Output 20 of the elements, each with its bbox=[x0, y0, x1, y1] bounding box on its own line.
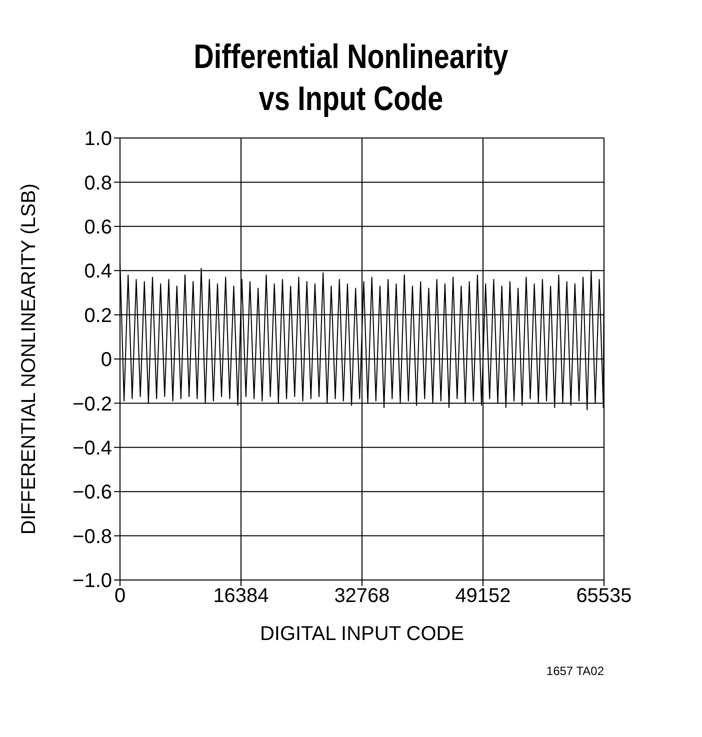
x-tick-label: 32768 bbox=[334, 585, 390, 608]
y-tick-label: −1.0 bbox=[72, 570, 112, 592]
y-tick-label: 0.4 bbox=[84, 260, 112, 283]
y-tick-label: −0.6 bbox=[72, 482, 112, 504]
x-tick-label: 16384 bbox=[213, 585, 269, 608]
x-tick-label: 0 bbox=[114, 585, 126, 608]
y-tick-label: 1.0 bbox=[84, 128, 112, 150]
x-axis-title: DIGITAL INPUT CODE bbox=[260, 623, 464, 645]
y-tick-label: −0.4 bbox=[72, 438, 112, 460]
chart-title: Differential Nonlinearity vs Input Code bbox=[192, 37, 510, 120]
y-tick-label: 0.6 bbox=[84, 216, 112, 238]
y-tick-label: −0.2 bbox=[72, 393, 112, 416]
y-tick-label: 0 bbox=[100, 349, 112, 372]
y-tick-label: 0.2 bbox=[84, 304, 112, 327]
text: 1657 TA02 bbox=[545, 664, 605, 678]
y-tick-label: 0.8 bbox=[84, 172, 112, 194]
y-axis-title: DIFFERENTIAL NONLINEARITY (LSB) bbox=[18, 183, 40, 535]
y-tick-label: −0.8 bbox=[72, 526, 112, 548]
x-tick-label: 65535 bbox=[576, 585, 632, 608]
x-tick-label: 49152 bbox=[455, 585, 511, 608]
